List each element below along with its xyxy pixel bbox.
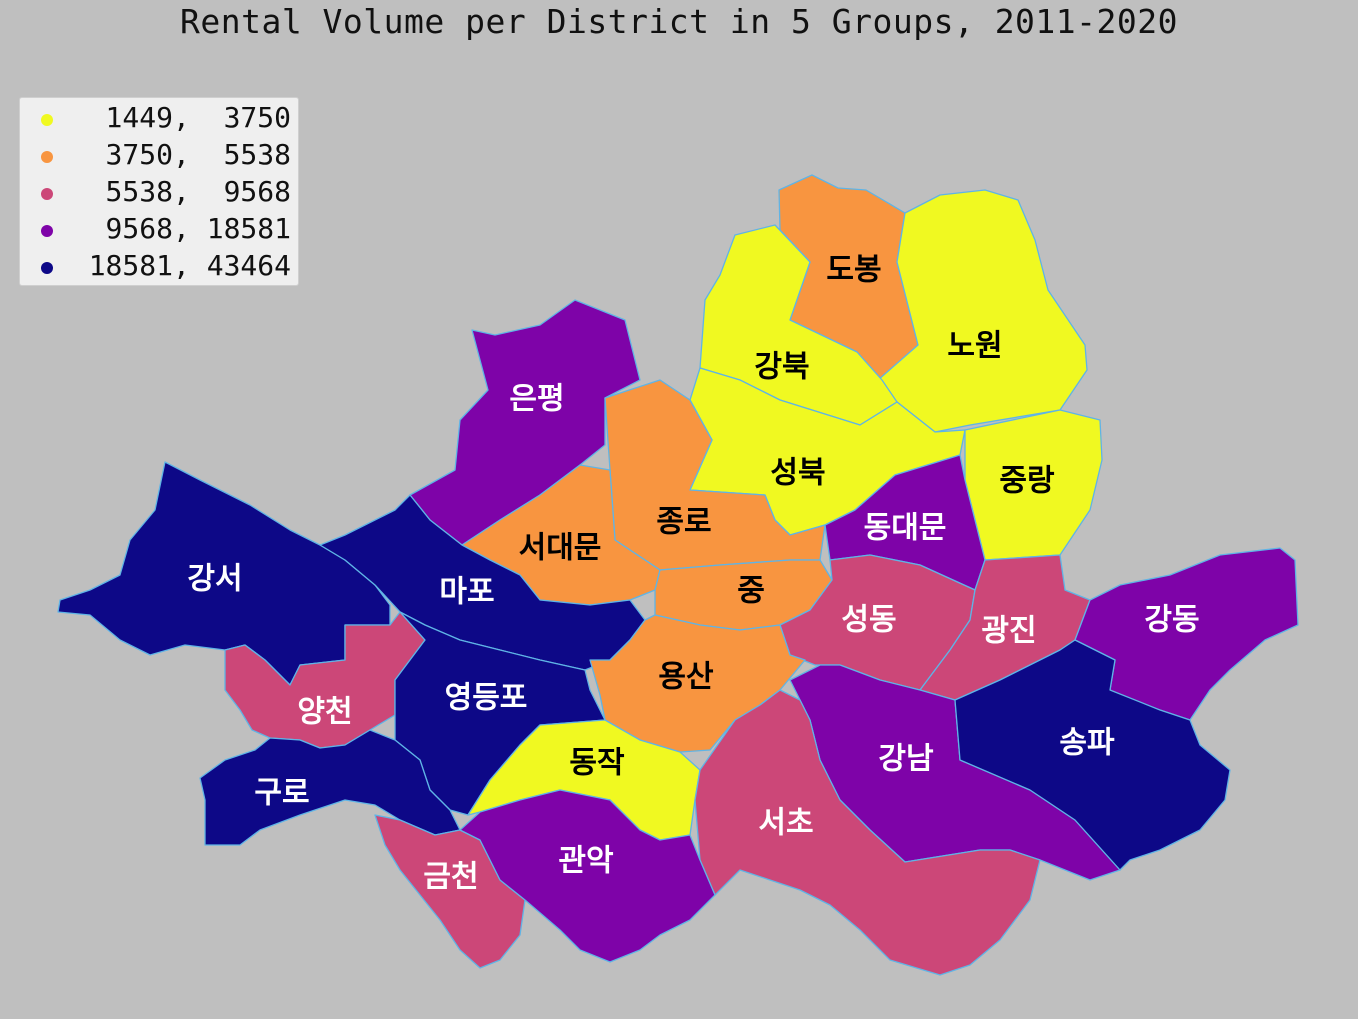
district-label-gwanak: 관악 (558, 844, 614, 879)
legend-marker-icon (41, 188, 53, 200)
legend-item: 9568, 18581 (20, 211, 300, 248)
legend: 1449, 3750 3750, 5538 5538, 9568 9568, 1… (19, 97, 299, 286)
district-gwanak (459, 789, 716, 963)
district-label-yangcheon: 양천 (297, 695, 352, 730)
district-label-guro: 구로 (254, 776, 309, 811)
district-label-mapo: 마포 (439, 575, 494, 610)
district-label-seodaemun: 서대문 (519, 531, 602, 566)
legend-marker-icon (41, 151, 53, 163)
legend-label: 18581, 43464 (88, 249, 291, 282)
district-label-dongjak: 동작 (569, 746, 625, 781)
district-label-gangseo: 강서 (187, 562, 242, 597)
legend-label: 3750, 5538 (88, 138, 291, 171)
district-label-songpa: 송파 (1059, 726, 1115, 761)
district-label-gangdong: 강동 (1144, 603, 1199, 638)
district-label-geumcheon: 금천 (423, 860, 478, 895)
district-guro (199, 729, 461, 846)
district-label-gangnam: 강남 (878, 742, 934, 777)
district-label-nowon: 노원 (947, 329, 1002, 364)
map-title: Rental Volume per District in 5 Groups, … (179, 2, 1179, 41)
district-label-jongno: 종로 (656, 505, 711, 540)
district-label-gangbuk: 강북 (754, 350, 809, 385)
district-label-seongdong: 성동 (841, 603, 896, 638)
district-label-seocho: 서초 (758, 806, 813, 841)
district-label-gwangjin: 광진 (981, 614, 1036, 649)
district-label-seongbuk: 성북 (770, 456, 825, 491)
legend-item: 5538, 9568 (20, 174, 300, 211)
legend-item: 3750, 5538 (20, 137, 300, 174)
district-songpa (954, 639, 1231, 871)
legend-label: 5538, 9568 (88, 175, 291, 208)
district-nowon (877, 189, 1088, 433)
legend-item: 1449, 3750 (20, 100, 300, 137)
legend-marker-icon (41, 262, 53, 274)
district-label-jungnang: 중랑 (999, 464, 1055, 499)
district-seocho (694, 689, 1041, 976)
district-label-dobong: 도봉 (826, 253, 881, 288)
district-label-dongdaemun: 동대문 (864, 511, 947, 546)
legend-marker-icon (41, 114, 53, 126)
district-label-yeongdeungpo: 영등포 (445, 681, 528, 716)
legend-item: 18581, 43464 (20, 248, 300, 285)
legend-marker-icon (41, 225, 53, 237)
legend-label: 1449, 3750 (88, 101, 291, 134)
district-label-eunpyeong: 은평 (509, 382, 564, 417)
legend-label: 9568, 18581 (88, 212, 291, 245)
district-label-jung: 중 (737, 574, 765, 609)
district-label-yongsan: 용산 (658, 660, 714, 695)
district-geumcheon (374, 814, 526, 969)
